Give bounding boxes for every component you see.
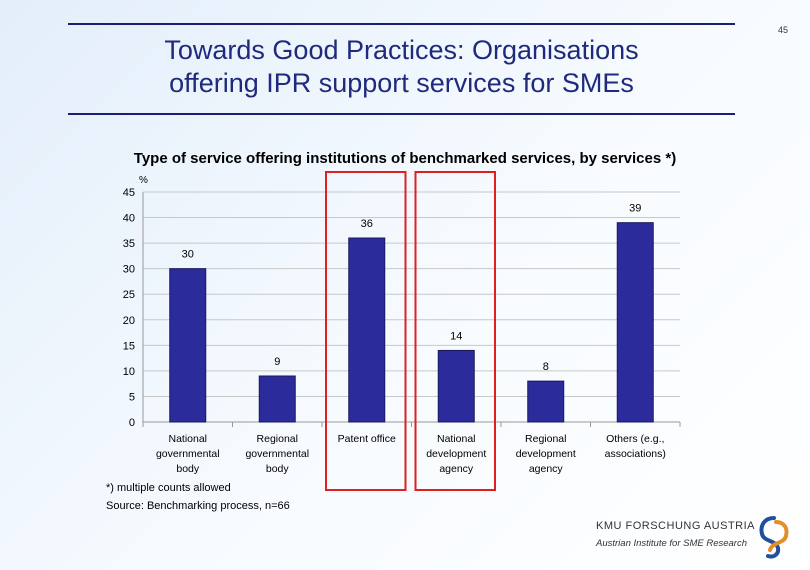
y-tick-label: 10 (123, 366, 135, 378)
logo-name: KMU FORSCHUNG AUSTRIA (596, 520, 756, 532)
x-tick-label: associations) (605, 448, 666, 460)
y-axis-label: % (139, 175, 148, 186)
chart-subtitle: Type of service offering institutions of… (133, 150, 677, 167)
x-tick-label: body (176, 463, 200, 475)
bar (348, 237, 386, 423)
data-label: 9 (274, 356, 280, 368)
title-line-2: offering IPR support services for SMEs (169, 68, 634, 98)
data-label: 8 (543, 361, 549, 373)
x-tick-label: Others (e.g., (606, 433, 664, 445)
y-tick-label: 0 (129, 417, 135, 429)
highlight-box (414, 171, 496, 491)
organisation-logo: KMU FORSCHUNG AUSTRIA Austrian Institute… (596, 514, 796, 560)
footnote: *) multiple counts allowed (106, 482, 231, 494)
y-tick-label: 30 (123, 264, 135, 276)
x-tick-label: Patent office (338, 433, 396, 445)
title-line-1: Towards Good Practices: Organisations (164, 35, 639, 65)
data-label: 30 (182, 249, 194, 261)
x-tick-label: Regional (525, 433, 566, 445)
slide-number: 45 (777, 25, 788, 35)
data-label: 36 (361, 218, 373, 230)
y-tick-label: 45 (123, 187, 135, 199)
y-tick-label: 25 (123, 289, 135, 301)
x-tick-label: agency (439, 463, 474, 475)
data-label: 14 (450, 330, 462, 342)
title-bottom-rule (68, 113, 735, 115)
y-tick-label: 15 (123, 340, 135, 352)
x-tick-label: governmental (245, 448, 309, 460)
x-tick-label: development (426, 448, 486, 460)
logo-tagline: Austrian Institute for SME Research (596, 538, 748, 549)
bar (437, 349, 475, 423)
slide-title: Towards Good Practices: Organisations of… (68, 34, 735, 100)
x-tick-label: National (437, 433, 476, 445)
title-top-rule (68, 23, 735, 25)
logo-mark-icon (759, 516, 789, 559)
x-tick-label: National (168, 433, 207, 445)
x-tick-label: body (266, 463, 290, 475)
bar (169, 268, 207, 423)
x-tick-label: development (516, 448, 576, 460)
bar (258, 375, 296, 423)
highlight-box (325, 171, 407, 491)
data-label: 39 (629, 203, 641, 215)
y-tick-label: 35 (123, 238, 135, 250)
y-tick-label: 20 (123, 315, 135, 327)
bar (527, 380, 565, 423)
x-tick-label: governmental (156, 448, 220, 460)
x-tick-label: Regional (257, 433, 298, 445)
y-tick-label: 5 (129, 391, 135, 403)
y-tick-label: 40 (123, 213, 135, 225)
source-note: Source: Benchmarking process, n=66 (106, 500, 290, 512)
x-tick-label: agency (529, 463, 564, 475)
bar (616, 222, 654, 423)
